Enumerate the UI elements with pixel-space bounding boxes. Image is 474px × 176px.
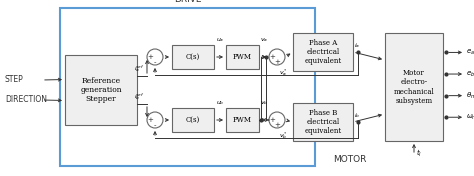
Text: $e_b$: $e_b$: [466, 70, 474, 79]
Text: $t_l$: $t_l$: [416, 147, 422, 159]
Text: $u_a$: $u_a$: [216, 36, 224, 44]
Text: $\omega_m$: $\omega_m$: [466, 113, 474, 122]
Bar: [226, 45, 259, 69]
Text: $i_a$: $i_a$: [354, 41, 360, 50]
Text: +: +: [274, 122, 280, 128]
Bar: [65, 55, 137, 125]
Text: -: -: [154, 59, 156, 65]
Text: Motor
electro-
mechanical
subsystem: Motor electro- mechanical subsystem: [393, 69, 434, 105]
Text: $v_a^*$: $v_a^*$: [279, 67, 288, 78]
Text: PWM: PWM: [233, 53, 252, 61]
Bar: [60, 8, 315, 166]
Text: $v_b$: $v_b$: [260, 99, 268, 107]
Text: MOTOR: MOTOR: [333, 155, 367, 164]
Text: +: +: [147, 117, 153, 123]
Text: $i_b^{ref}$: $i_b^{ref}$: [134, 91, 145, 102]
Text: Reference
generation
Stepper: Reference generation Stepper: [80, 77, 122, 103]
Text: +: +: [269, 117, 275, 123]
Text: DIRECTION: DIRECTION: [5, 96, 47, 105]
Text: C(s): C(s): [186, 116, 200, 124]
Bar: [293, 103, 353, 141]
Text: +: +: [274, 59, 280, 65]
Text: +: +: [269, 54, 275, 60]
Bar: [172, 45, 214, 69]
Text: C(s): C(s): [186, 53, 200, 61]
Bar: [226, 108, 259, 132]
Text: $v_a$: $v_a$: [260, 36, 268, 44]
Text: $i_a^{ref}$: $i_a^{ref}$: [134, 63, 145, 74]
Text: $u_b$: $u_b$: [216, 99, 225, 107]
Text: STEP: STEP: [5, 76, 24, 84]
Bar: [385, 33, 443, 141]
Text: $i_b$: $i_b$: [354, 111, 360, 120]
Text: -: -: [154, 122, 156, 128]
Text: Phase A
electrical
equivalent: Phase A electrical equivalent: [304, 39, 342, 65]
Bar: [293, 33, 353, 71]
Text: DRIVE: DRIVE: [174, 0, 201, 4]
Text: $v_b^*$: $v_b^*$: [279, 130, 288, 141]
Bar: [172, 108, 214, 132]
Text: PWM: PWM: [233, 116, 252, 124]
Text: +: +: [147, 54, 153, 60]
Text: $e_a$: $e_a$: [466, 48, 474, 57]
Text: Phase B
electrical
equivalent: Phase B electrical equivalent: [304, 109, 342, 135]
Text: $\theta_m$: $\theta_m$: [466, 90, 474, 101]
